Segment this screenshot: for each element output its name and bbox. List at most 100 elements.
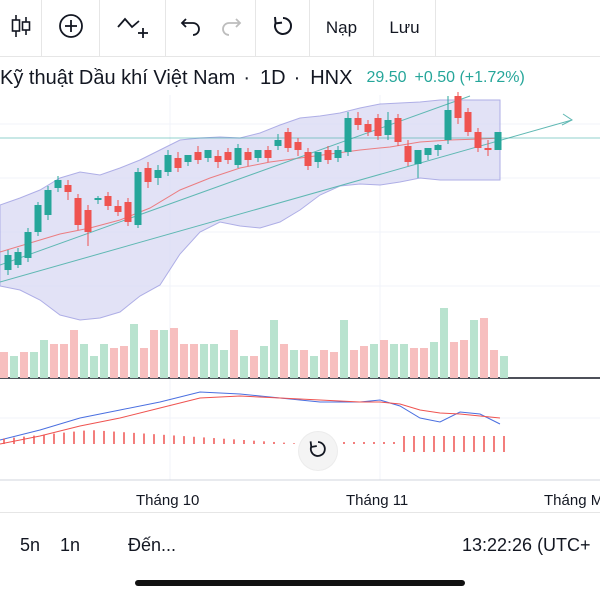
candle-body — [384, 120, 392, 135]
candle-body — [274, 140, 282, 146]
reload-button[interactable] — [256, 0, 310, 56]
top-toolbar: Nạp Lưu — [0, 0, 600, 57]
symbol-legend[interactable]: Kỹ thuật Dầu khí Việt Nam · 1D · HNX 29.… — [0, 64, 525, 92]
volume-bar — [70, 330, 78, 378]
volume-bar — [320, 350, 328, 378]
candle-body — [354, 118, 362, 125]
time-label-dec: Tháng M — [544, 492, 600, 509]
candle-body — [334, 150, 342, 158]
candle-body — [484, 148, 492, 150]
candle-body — [234, 148, 242, 165]
candle-body — [144, 168, 152, 182]
volume-bar — [380, 340, 388, 378]
home-indicator — [135, 580, 465, 586]
candle-body — [254, 150, 262, 158]
volume-bar — [40, 340, 48, 378]
candle-body — [324, 150, 332, 160]
candle-body — [4, 255, 12, 270]
volume-bar — [140, 348, 148, 378]
volume-bar — [160, 330, 168, 378]
volume-bar — [430, 342, 438, 378]
range-5d-button[interactable]: 5n — [20, 535, 41, 555]
time-label-oct: Tháng 10 — [136, 492, 200, 509]
reset-icon — [307, 438, 329, 465]
save-button[interactable]: Lưu — [374, 0, 436, 56]
indicators-button[interactable] — [100, 0, 166, 56]
volume-bar — [190, 344, 198, 378]
candle-body — [444, 110, 452, 140]
candle-body — [414, 150, 422, 164]
add-indicator-button[interactable] — [42, 0, 100, 56]
candle-body — [134, 172, 142, 225]
undo-icon — [180, 16, 202, 41]
volume-bar — [60, 344, 68, 378]
candle-body — [34, 205, 42, 232]
candle-body — [454, 96, 462, 118]
redo-icon — [220, 16, 242, 41]
volume-bar — [10, 356, 18, 378]
candle-body — [464, 112, 472, 132]
volume-bar — [340, 320, 348, 378]
timeframe-label[interactable]: 1D — [259, 66, 286, 89]
volume-bar — [230, 330, 238, 378]
chart-type-button[interactable] — [0, 0, 42, 56]
volume-bar — [0, 352, 8, 378]
candle-body — [374, 118, 382, 136]
candle-body — [364, 124, 372, 132]
volume-bar — [300, 350, 308, 378]
candle-body — [54, 180, 62, 188]
candle-body — [474, 132, 482, 148]
volume-bar — [370, 344, 378, 378]
load-button[interactable]: Nạp — [310, 0, 374, 56]
symbol-name[interactable]: Kỹ thuật Dầu khí Việt Nam — [0, 66, 236, 89]
candle-body — [104, 196, 112, 206]
volume-bar — [50, 344, 58, 378]
reset-chart-button[interactable] — [299, 432, 337, 470]
legend-separator-2: · — [293, 66, 301, 89]
trend-line-upper — [0, 95, 471, 266]
volume-bar — [260, 346, 268, 378]
volume-bar — [410, 348, 418, 378]
volume-bar — [200, 344, 208, 378]
candle-body — [314, 152, 322, 162]
candle-body — [264, 150, 272, 158]
volume-bar — [250, 356, 258, 378]
candle-body — [404, 146, 412, 162]
goto-date-button[interactable]: Đến... — [128, 535, 177, 555]
volume-bar — [280, 344, 288, 378]
redo-button[interactable] — [220, 16, 242, 41]
price-change: +0.50 (+1.72%) — [414, 69, 525, 86]
candle-body — [244, 152, 252, 160]
time-label-nov: Tháng 11 — [346, 492, 409, 509]
history-group — [166, 0, 256, 56]
macd-line — [0, 391, 501, 441]
volume-bar — [450, 342, 458, 378]
bottom-toolbar: 5n 1n Đến... 13:22:26 (UTC+ — [0, 512, 600, 579]
candle-body — [64, 185, 72, 192]
candle-body — [224, 152, 232, 160]
volume-bar — [120, 346, 128, 378]
price-chart[interactable] — [0, 56, 600, 510]
volume-bar — [390, 344, 398, 378]
candle-body — [44, 190, 52, 215]
volume-bar — [100, 344, 108, 378]
volume-bar — [270, 320, 278, 378]
undo-button[interactable] — [180, 16, 202, 41]
volume-bar — [400, 344, 408, 378]
signal-line — [0, 395, 501, 445]
candle-body — [174, 158, 182, 168]
candle-body — [214, 156, 222, 162]
volume-bar — [80, 344, 88, 378]
clock-timezone[interactable]: 13:22:26 (UTC+ — [462, 535, 591, 555]
add-indicator-icon — [58, 13, 84, 44]
volume-bar — [240, 356, 248, 378]
candle-body — [124, 202, 132, 222]
trend-arrow-icon — [561, 113, 573, 126]
volume-bar — [220, 350, 228, 378]
volume-bar — [360, 346, 368, 378]
range-1m-button[interactable]: 1n — [60, 535, 81, 555]
candle-body — [304, 152, 312, 166]
last-price: 29.50 — [366, 69, 407, 86]
legend-separator: · — [243, 66, 250, 89]
reload-icon — [271, 14, 295, 43]
